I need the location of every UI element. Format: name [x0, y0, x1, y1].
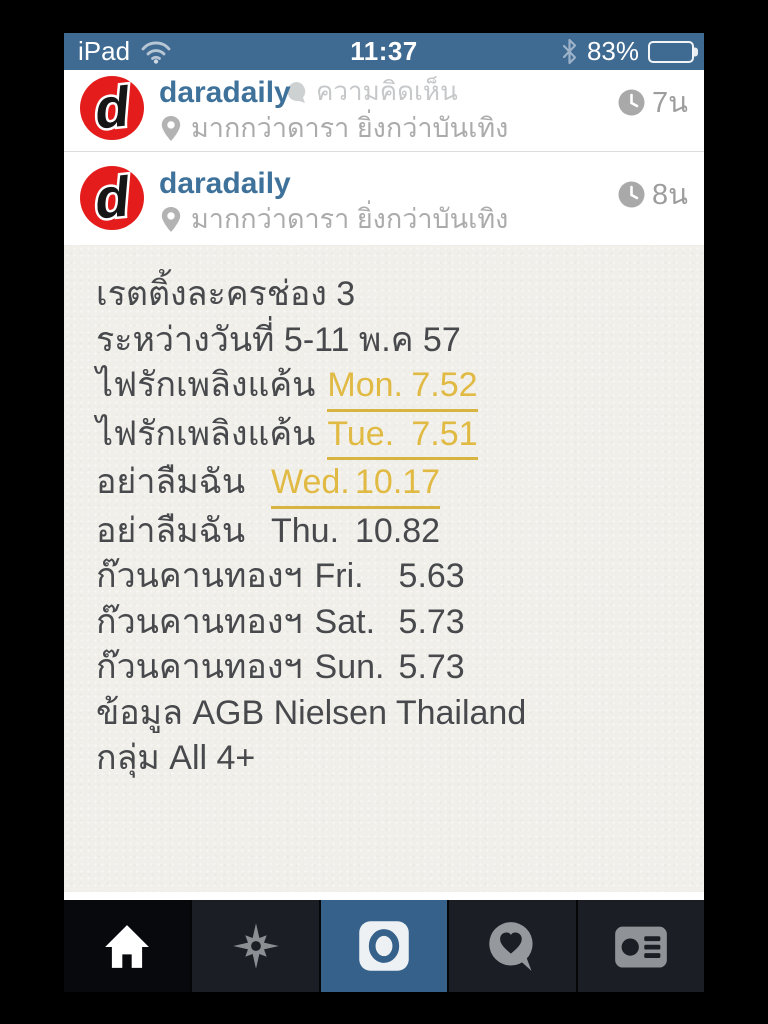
location-link[interactable]: มากกว่าดารา ยิ่งกว่าบันเทิง: [159, 203, 508, 235]
post-timestamp: 7น: [618, 79, 688, 125]
location-pin-icon: [159, 206, 183, 233]
tab-home[interactable]: [64, 900, 193, 992]
profile-icon: [613, 922, 669, 970]
avatar[interactable]: d: [79, 75, 145, 141]
post-timestamp: 8น: [618, 171, 688, 217]
tab-profile[interactable]: [577, 900, 704, 992]
tab-bar: [64, 900, 704, 992]
post-header: ความคิดเห็น d daradaily มากกว่าดารา ยิ่ง…: [64, 70, 704, 152]
clock-icon: [618, 181, 645, 208]
username-link[interactable]: daradaily: [159, 167, 291, 200]
username-link[interactable]: daradaily: [159, 76, 291, 109]
status-time: 11:37: [350, 36, 418, 66]
rating-row: อย่าลืมฉัน Thu. 10.82: [96, 511, 441, 550]
rating-row: ไฟรักเพลิงแค้น Tue. 7.51: [96, 412, 704, 460]
photo-title: เรตติ้งละครช่อง 3: [96, 275, 356, 313]
tab-explore[interactable]: [192, 900, 321, 992]
svg-text:d: d: [92, 75, 134, 141]
post-header: d daradaily มากกว่าดารา ยิ่งกว่าบันเทิง: [64, 152, 704, 245]
avatar[interactable]: d: [79, 165, 145, 231]
rating-row: ก๊วนคานทองฯ Sat. 5.73: [96, 602, 465, 641]
device-label: iPad: [78, 36, 131, 66]
rating-row: อย่าลืมฉัน Wed. 10.17: [96, 460, 704, 509]
photo-source: ข้อมูล AGB Nielsen Thailand: [96, 693, 527, 732]
tab-activity[interactable]: [449, 900, 578, 992]
rating-row: ก๊วนคานทองฯ Sun. 5.73: [96, 648, 465, 686]
status-bar: iPad 11:37 83%: [64, 33, 704, 70]
home-icon: [102, 923, 152, 969]
post-photo[interactable]: เรตติ้งละครช่อง 3 ระหว่างวันที่ 5-11 พ.ค…: [64, 245, 704, 892]
rating-row: ก๊วนคานทองฯ Fri. 5.63: [96, 557, 465, 595]
wifi-icon: [140, 40, 172, 64]
activity-icon: [486, 920, 538, 972]
photo-group: กลุ่ม All 4+: [96, 739, 256, 777]
camera-icon: [357, 919, 411, 973]
location-pin-icon: [159, 115, 183, 142]
cell-gap: [64, 892, 704, 900]
photo-subtitle: ระหว่างวันที่ 5-11 พ.ค 57: [96, 320, 461, 359]
battery-icon: [648, 40, 698, 63]
location-label: มากกว่าดารา ยิ่งกว่าบันเทิง: [191, 113, 509, 143]
tab-camera[interactable]: [320, 900, 450, 992]
ipad-screen: iPad 11:37 83%: [64, 33, 704, 992]
battery-percent: 83%: [586, 36, 639, 66]
location-link[interactable]: มากกว่าดารา ยิ่งกว่าบันเทิง: [159, 112, 508, 144]
rating-row: ไฟรักเพลิงแค้น Mon. 7.52: [96, 363, 704, 412]
clock-icon: [618, 89, 645, 116]
explore-icon: [230, 920, 282, 972]
bluetooth-icon: [561, 38, 578, 65]
location-label: มากกว่าดารา ยิ่งกว่าบันเทิง: [191, 204, 509, 234]
